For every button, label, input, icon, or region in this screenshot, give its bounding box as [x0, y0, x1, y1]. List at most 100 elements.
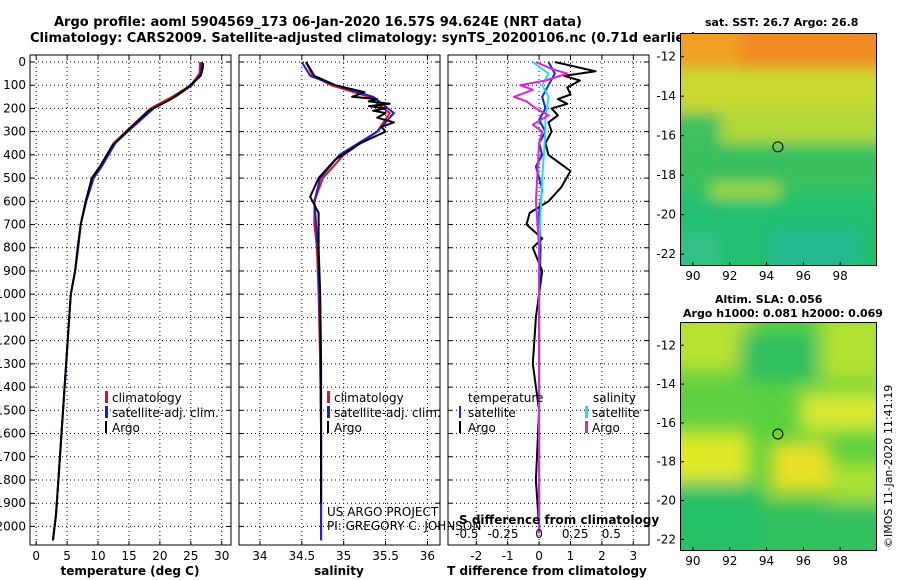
- x-tick-label: 5: [63, 549, 71, 563]
- legend-label-argo: Argo: [112, 421, 140, 435]
- legend-swatch-argo: [327, 421, 329, 433]
- sla-map-title-line1: Altim. SLA: 0.056: [715, 293, 823, 306]
- legend-swatch-argo: [105, 421, 107, 433]
- y-tick-label: 1300: [0, 357, 26, 371]
- credit-line2: PI: GREGORY C. JOHNSON: [327, 519, 481, 533]
- x-tick-label: -1: [502, 549, 514, 563]
- x-tick-label: 20: [152, 549, 167, 563]
- x-tick-label: 25: [183, 549, 198, 563]
- y-tick-label: 700: [3, 218, 26, 232]
- x-tick-label: 34: [252, 549, 267, 563]
- x-tick-label: 35.5: [372, 549, 399, 563]
- sst-map: sat. SST: 26.7 Argo: 26.8 90 92 94 96 98 -12 -…: [656, 16, 877, 283]
- y-tick-label: 1600: [0, 427, 26, 441]
- map-x-tick-label: 96: [796, 269, 811, 283]
- x-tick-label: 1: [567, 549, 575, 563]
- y-tick-label: 1500: [0, 403, 26, 417]
- s-difference-label: S difference from climatology: [459, 513, 659, 527]
- x-tick-label: -2: [470, 549, 482, 563]
- y-tick-label: 2000: [0, 519, 26, 533]
- map-x-tick-label: 98: [833, 269, 848, 283]
- legend-label-argo: Argo: [334, 421, 362, 435]
- legend-swatch-t-satellite: [459, 406, 461, 418]
- difference-legend-salinity: salinity satellite Argo: [585, 391, 640, 435]
- map-x-tick-label: 96: [796, 554, 811, 568]
- legend-label-s-argo: Argo: [592, 421, 620, 435]
- figure-title-line1: Argo profile: aoml 5904569_173 06-Jan-20…: [54, 15, 582, 30]
- map-y-tick-label: -16: [656, 129, 676, 143]
- y-tick-label: 100: [3, 78, 26, 92]
- legend-title-salinity: salinity: [593, 391, 636, 405]
- difference-legend-temperature: temperature satellite Argo: [459, 391, 543, 435]
- map-y-tick-label: -18: [656, 455, 676, 469]
- map-y-tick-label: -18: [656, 168, 676, 182]
- series-line-argo: [51, 62, 205, 541]
- y-tick-label: 1000: [0, 287, 26, 301]
- sla-argo-marker: [772, 428, 784, 440]
- t-difference-axis-label: T difference from climatology: [447, 564, 647, 578]
- credit-line1: US ARGO PROJECT: [327, 505, 439, 519]
- map-y-tick-label: -22: [656, 247, 676, 261]
- legend-label-climatology: climatology: [334, 391, 404, 405]
- y-tick-label: 1400: [0, 380, 26, 394]
- y-tick-label: 400: [3, 148, 26, 162]
- map-y-tick-label: -12: [656, 338, 676, 352]
- x-top-tick-label: 0.25: [562, 527, 589, 541]
- y-tick-label: 600: [3, 194, 26, 208]
- legend-swatch-satellite: [327, 406, 330, 418]
- legend-swatch-satellite: [105, 406, 108, 418]
- x-tick-label: 30: [214, 549, 229, 563]
- map-x-tick-label: 94: [759, 269, 774, 283]
- y-tick-label: 1800: [0, 473, 26, 487]
- sst-map-title: sat. SST: 26.7 Argo: 26.8: [705, 16, 858, 29]
- series-line-s-argo: [513, 61, 569, 534]
- map-y-tick-label: -14: [656, 89, 676, 103]
- x-tick-label: 35: [336, 549, 351, 563]
- legend-swatch-t-argo: [459, 421, 461, 433]
- temperature-legend: climatology satellite-adj. clim. Argo: [105, 391, 219, 435]
- legend-label-s-satellite: satellite: [592, 406, 640, 420]
- y-tick-label: 800: [3, 241, 26, 255]
- x-tick-label: 34.5: [288, 549, 315, 563]
- x-top-tick-label: 0: [535, 527, 543, 541]
- x-tick-label: 10: [90, 549, 105, 563]
- x-tick-label: 3: [629, 549, 637, 563]
- imos-timestamp: ©IMOS 11-Jan-2020 11:41:19: [882, 385, 895, 548]
- y-tick-label: 300: [3, 125, 26, 139]
- y-tick-label: 1100: [0, 310, 26, 324]
- legend-label-satellite: satellite-adj. clim.: [112, 406, 219, 420]
- map-x-tick-label: 90: [685, 554, 700, 568]
- difference-panel: -2 -1 0 1 2 3: [447, 54, 650, 563]
- map-y-tick-label: -12: [656, 50, 676, 64]
- s-difference-ticks: -0.5 -0.25 0 0.25 0.5: [455, 527, 621, 541]
- y-tick-label: 1900: [0, 496, 26, 510]
- x-tick-label: 0: [535, 549, 543, 563]
- legend-swatch-climatology: [327, 391, 330, 403]
- x-tick-label: 2: [598, 549, 606, 563]
- map-y-tick-label: -16: [656, 416, 676, 430]
- x-tick-label: 0: [32, 549, 40, 563]
- x-top-tick-label: -0.25: [487, 527, 518, 541]
- map-y-tick-label: -20: [656, 208, 676, 222]
- y-tick-label: 200: [3, 101, 26, 115]
- legend-label-t-satellite: satellite: [468, 406, 516, 420]
- y-tick-label: 500: [3, 171, 26, 185]
- x-top-tick-label: 0.5: [602, 527, 621, 541]
- legend-swatch-s-satellite: [585, 406, 588, 418]
- map-x-tick-label: 94: [759, 554, 774, 568]
- y-tick-label: 0: [18, 55, 26, 69]
- salinity-axis-label: salinity: [314, 564, 364, 578]
- x-top-tick-label: -0.5: [455, 527, 478, 541]
- map-x-tick-label: 92: [722, 269, 737, 283]
- salinity-panel: 34 34.5 35 35.5 36: [238, 54, 441, 563]
- legend-title-temperature: temperature: [468, 391, 543, 405]
- series-line-argo: [305, 61, 395, 504]
- sla-map: Altim. SLA: 0.056 Argo h1000: 0.081 h200…: [656, 293, 883, 568]
- map-y-tick-label: -22: [656, 532, 676, 546]
- salinity-legend: climatology satellite-adj. clim. Argo: [327, 391, 441, 435]
- x-tick-label: 36: [420, 549, 435, 563]
- series-line-t-argo: [525, 61, 597, 527]
- map-y-tick-label: -14: [656, 377, 676, 391]
- map-y-tick-label: -20: [656, 494, 676, 508]
